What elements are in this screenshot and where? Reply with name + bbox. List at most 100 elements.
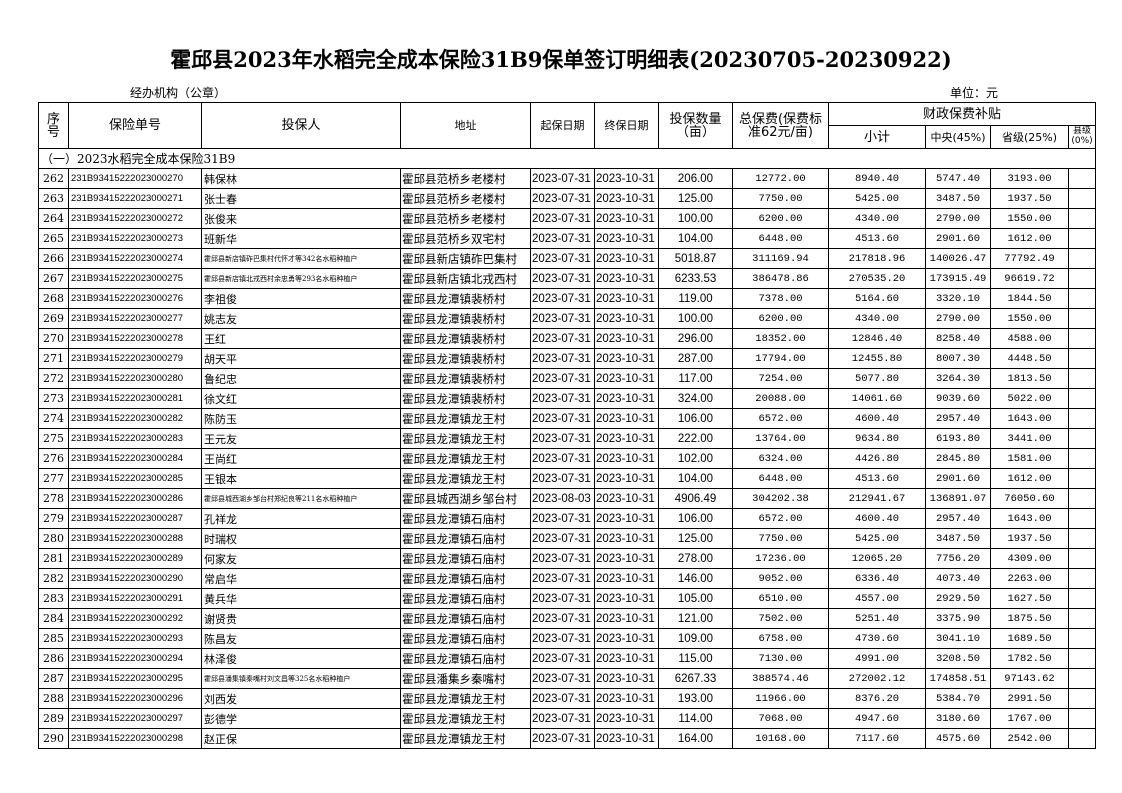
table-cell: 285 [38, 628, 69, 649]
empty-cell [1067, 708, 1097, 729]
empty-cell [1067, 248, 1097, 269]
table-cell: 霍邱县龙潭镇裴桥村 [400, 308, 531, 329]
table-cell: 2023-07-31 [530, 628, 595, 649]
table-cell: 3487.50 [925, 528, 991, 549]
header-cell: 小计 [828, 125, 926, 149]
table-cell: 1813.50 [990, 368, 1069, 389]
table-cell: 霍邱县龙潭镇石庙村 [400, 608, 531, 629]
header-cell: 序号 [38, 102, 69, 149]
table-cell: 231B93415222023000290 [68, 568, 202, 589]
table-cell: 193.00 [658, 688, 733, 709]
table-row: 284 231B93415222023000292 谢贤贵 霍邱县龙潭镇石庙村 2023… [38, 608, 1097, 629]
table-cell: 霍邱县范桥乡老楼村 [400, 208, 531, 229]
table-cell: 霍邱县新店镇北戎西村余忠勇等293名水稻种植户 [201, 268, 401, 289]
table-cell: 时瑞权 [201, 528, 401, 549]
table-cell: 2023-10-31 [594, 248, 659, 269]
table-cell: 2023-10-31 [594, 508, 659, 529]
table-cell: 2023-07-31 [530, 588, 595, 609]
header-cell: 财政保费补贴 [827, 102, 1097, 126]
table-cell: 274 [38, 408, 69, 429]
table-cell: 100.00 [658, 208, 733, 229]
table-cell: 2023-07-31 [530, 368, 595, 389]
table-cell: 2023-07-31 [530, 208, 595, 229]
table-cell: 273 [38, 388, 69, 409]
table-cell: 271 [38, 348, 69, 369]
table-cell: 4947.60 [828, 708, 926, 729]
table-row: 273 231B93415222023000281 徐文红 霍邱县龙潭镇裴桥村 2023… [38, 388, 1097, 409]
table-cell: 121.00 [658, 608, 733, 629]
table-cell: 1627.50 [990, 588, 1069, 609]
table-cell: 7750.00 [732, 528, 829, 549]
table-row: 288 231B93415222023000296 刘西发 霍邱县龙潭镇龙王村 2023… [38, 688, 1097, 709]
table-cell: 97143.62 [990, 668, 1069, 689]
table-cell: 霍邱县龙潭镇石庙村 [400, 588, 531, 609]
table-cell: 3487.50 [925, 188, 991, 209]
empty-cell [1067, 608, 1097, 629]
header-cell: 中央(45%) [925, 125, 991, 149]
table-row: 275 231B93415222023000283 王元友 霍邱县龙潭镇龙王村 2023… [38, 428, 1097, 449]
table-cell: 7130.00 [732, 648, 829, 669]
table-cell: 霍邱县潘集镇秦嘴村刘文昌等325名水稻种植户 [201, 668, 401, 689]
empty-cell [1067, 208, 1097, 229]
table-cell: 7502.00 [732, 608, 829, 629]
table-cell: 115.00 [658, 648, 733, 669]
table-cell: 2023-07-31 [530, 608, 595, 629]
table-cell: 2023-10-31 [594, 608, 659, 629]
table-cell: 2023-07-31 [530, 328, 595, 349]
table-cell: 104.00 [658, 228, 733, 249]
table-row: 262 231B93415222023000270 韩保林 霍邱县范桥乡老楼村 2023… [38, 168, 1097, 189]
table-cell: 3375.90 [925, 608, 991, 629]
table-cell: 7750.00 [732, 188, 829, 209]
table-cell: 10168.00 [732, 728, 829, 749]
table-cell: 霍邱县潘集乡秦嘴村 [400, 668, 531, 689]
table-cell: 1782.50 [990, 648, 1069, 669]
table-cell: 2023-10-31 [594, 368, 659, 389]
empty-cell [1067, 288, 1097, 309]
table-cell: 231B93415222023000271 [68, 188, 202, 209]
table-cell: 287 [38, 668, 69, 689]
table-cell: 2023-10-31 [594, 388, 659, 409]
table-cell: 2023-10-31 [594, 428, 659, 449]
table-cell: 2023-10-31 [594, 348, 659, 369]
empty-cell [1067, 428, 1097, 449]
table-cell: 5251.40 [828, 608, 926, 629]
table-cell: 146.00 [658, 568, 733, 589]
table-cell: 6510.00 [732, 588, 829, 609]
table-cell: 霍邱县范桥乡老楼村 [400, 168, 531, 189]
table-cell: 140026.47 [925, 248, 991, 269]
table-cell: 231B93415222023000281 [68, 388, 202, 409]
table-cell: 119.00 [658, 288, 733, 309]
table-cell: 5077.80 [828, 368, 926, 389]
table-cell: 5018.87 [658, 248, 733, 269]
table-cell: 217818.96 [828, 248, 926, 269]
table-cell: 109.00 [658, 628, 733, 649]
table-cell: 231B93415222023000293 [68, 628, 202, 649]
table-cell: 7254.00 [732, 368, 829, 389]
table-cell: 2023-10-31 [594, 688, 659, 709]
table-cell: 114.00 [658, 708, 733, 729]
table-cell: 2023-10-31 [594, 168, 659, 189]
table-cell: 5425.00 [828, 188, 926, 209]
table-cell: 2901.60 [925, 228, 991, 249]
table-cell: 3264.30 [925, 368, 991, 389]
table-cell: 王尚红 [201, 448, 401, 469]
table-cell: 231B93415222023000274 [68, 248, 202, 269]
table-cell: 231B93415222023000298 [68, 728, 202, 749]
empty-cell [1067, 488, 1097, 509]
table-cell: 孔祥龙 [201, 508, 401, 529]
table-cell: 2023-10-31 [594, 188, 659, 209]
header-cell: 保险单号 [68, 102, 202, 149]
table-cell: 100.00 [658, 308, 733, 329]
table-cell: 281 [38, 548, 69, 569]
table-row: 290 231B93415222023000298 赵正保 霍邱县龙潭镇龙王村 2023… [38, 728, 1097, 749]
table-cell: 2790.00 [925, 208, 991, 229]
table-cell: 3193.00 [990, 168, 1069, 189]
table-cell: 9039.60 [925, 388, 991, 409]
empty-cell [1067, 728, 1097, 749]
table-cell: 2023-10-31 [594, 528, 659, 549]
table-cell: 212941.67 [828, 488, 926, 509]
unit-label: 单位：元 [950, 86, 999, 100]
table-cell: 4448.50 [990, 348, 1069, 369]
table-cell: 9052.00 [732, 568, 829, 589]
